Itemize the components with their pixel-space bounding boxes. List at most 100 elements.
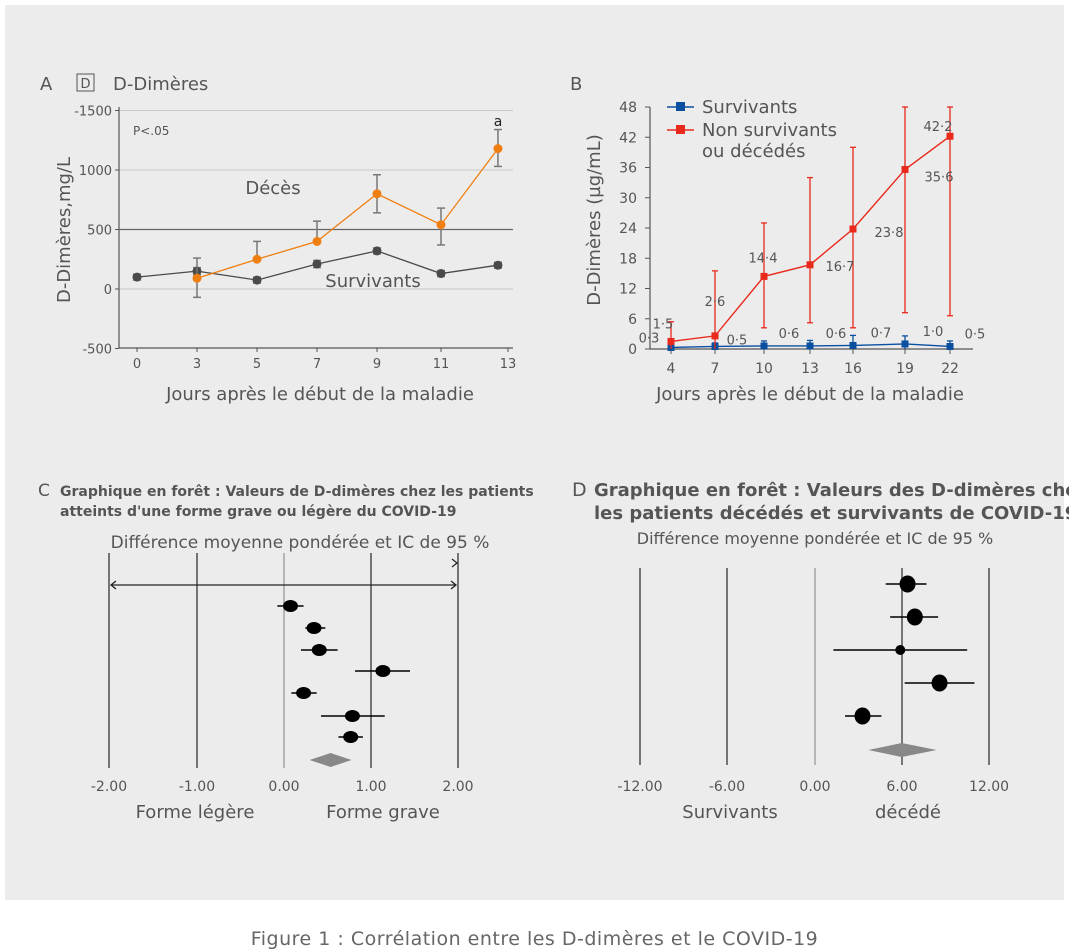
data-label: 35·6 xyxy=(925,171,954,186)
panel-b-letter: B xyxy=(570,74,582,95)
study-estimate-marker xyxy=(344,710,360,722)
x-tick-label: 10 xyxy=(755,361,773,377)
y-tick-label: 12 xyxy=(619,282,637,298)
study-estimate-marker xyxy=(895,645,906,655)
forest-title-line: atteints d'une forme grave ou légère du … xyxy=(60,504,456,520)
x-tick-label: 0 xyxy=(133,357,141,372)
data-point xyxy=(312,259,322,269)
data-label: 1·5 xyxy=(653,317,674,332)
data-point xyxy=(493,144,503,154)
data-label: 16·7 xyxy=(826,260,855,275)
right-direction-label: décédé xyxy=(875,802,941,823)
data-label: 23·8 xyxy=(875,226,904,241)
legend-marker-non-survivants xyxy=(676,125,685,134)
y-tick-label: -500 xyxy=(82,343,112,358)
panel-letter-c: C xyxy=(38,481,50,501)
x-tick-label: 12.00 xyxy=(969,779,1009,795)
figure-caption: Figure 1 : Corrélation entre les D-dimèr… xyxy=(250,928,819,950)
x-tick-label: 11 xyxy=(433,357,450,372)
right-direction-label: Forme grave xyxy=(326,802,440,823)
y-tick-label: 48 xyxy=(619,100,637,116)
data-point xyxy=(436,269,446,279)
data-point xyxy=(192,273,202,283)
forest-subtitle: Différence moyenne pondérée et IC de 95 … xyxy=(637,529,993,548)
legend-label-non-survivants-2: ou décédés xyxy=(702,141,806,162)
data-label: 0·3 xyxy=(639,331,660,346)
x-tick-label: 13 xyxy=(500,357,517,372)
y-tick-label: 30 xyxy=(619,191,637,207)
data-label: 1·0 xyxy=(923,325,944,340)
data-point xyxy=(372,189,382,199)
data-point xyxy=(132,272,142,282)
study-estimate-marker xyxy=(854,707,871,725)
x-tick-label: 1.00 xyxy=(355,779,386,795)
data-point xyxy=(946,132,954,140)
forest-title-line: Graphique en forêt : Valeurs des D-dimèr… xyxy=(594,480,1069,501)
y-tick-label: 0 xyxy=(104,283,112,298)
x-tick-label: 7 xyxy=(711,361,720,377)
pooled-diamond xyxy=(868,743,937,757)
study-estimate-marker xyxy=(931,674,948,692)
data-point xyxy=(667,337,675,345)
study-estimate-marker xyxy=(375,665,391,677)
panel-letter-d: D xyxy=(572,479,587,501)
x-tick-label: 6.00 xyxy=(886,779,917,795)
x-tick-label: 9 xyxy=(373,357,381,372)
data-point xyxy=(312,236,322,246)
legend-marker-survivants xyxy=(676,102,685,111)
pooled-diamond xyxy=(309,753,352,767)
y-axis-label: D-Dimères,mg/L xyxy=(54,157,75,303)
data-point xyxy=(806,342,814,350)
arrow-right-icon xyxy=(450,580,458,590)
data-point xyxy=(946,342,954,350)
left-direction-label: Survivants xyxy=(682,802,777,823)
legend-label-non-survivants: Non survivants xyxy=(702,120,837,141)
x-tick-label: 5 xyxy=(253,357,261,372)
badge-box xyxy=(76,73,95,92)
data-point xyxy=(252,275,262,285)
arrow-right-small-icon xyxy=(451,558,458,568)
y-tick-label: 18 xyxy=(619,251,637,267)
study-estimate-marker xyxy=(311,644,327,656)
y-tick-label: 24 xyxy=(619,221,637,237)
study-estimate-marker xyxy=(343,731,359,743)
x-tick-label: 19 xyxy=(896,361,914,377)
x-tick-label: 7 xyxy=(313,357,321,372)
series-label-deces: Décès xyxy=(245,178,300,199)
data-label: 0·5 xyxy=(727,333,748,348)
legend-label-survivants: Survivants xyxy=(702,97,797,118)
x-tick-label: 0.00 xyxy=(799,779,830,795)
forest-subtitle: Différence moyenne pondérée et IC de 95 … xyxy=(111,533,490,553)
data-label: 0·7 xyxy=(871,326,892,341)
y-tick-label: -1500 xyxy=(74,105,112,120)
data-point xyxy=(901,340,909,348)
x-tick-label: 22 xyxy=(941,361,959,377)
series-label-survivants: Survivants xyxy=(325,271,420,292)
data-label: 14·4 xyxy=(749,251,778,266)
x-axis-label: Jours après le début de la maladie xyxy=(655,384,964,405)
data-label: 2·6 xyxy=(705,295,726,310)
x-tick-label: -6.00 xyxy=(709,779,745,795)
data-point xyxy=(849,341,857,349)
x-tick-label: 2.00 xyxy=(442,779,473,795)
data-point xyxy=(849,225,857,233)
x-tick-label: -12.00 xyxy=(617,779,662,795)
arrow-left-icon xyxy=(109,580,117,590)
y-tick-label: 0 xyxy=(628,342,637,358)
x-tick-label: -1.00 xyxy=(179,779,215,795)
data-point xyxy=(806,261,814,269)
data-label: 0·5 xyxy=(965,327,986,342)
data-point xyxy=(711,332,719,340)
x-tick-label: 13 xyxy=(801,361,819,377)
y-axis-label: D-Dimères (µg/mL) xyxy=(584,134,605,306)
significance-mark: a xyxy=(494,114,503,130)
data-point xyxy=(760,272,768,280)
x-tick-label: 3 xyxy=(193,357,201,372)
x-tick-label: -2.00 xyxy=(91,779,127,795)
data-point xyxy=(252,254,262,264)
data-point xyxy=(372,246,382,256)
y-tick-label: 500 xyxy=(87,224,112,239)
series-line-0 xyxy=(196,148,499,279)
x-axis-label: Jours après le début de la maladie xyxy=(165,384,474,405)
